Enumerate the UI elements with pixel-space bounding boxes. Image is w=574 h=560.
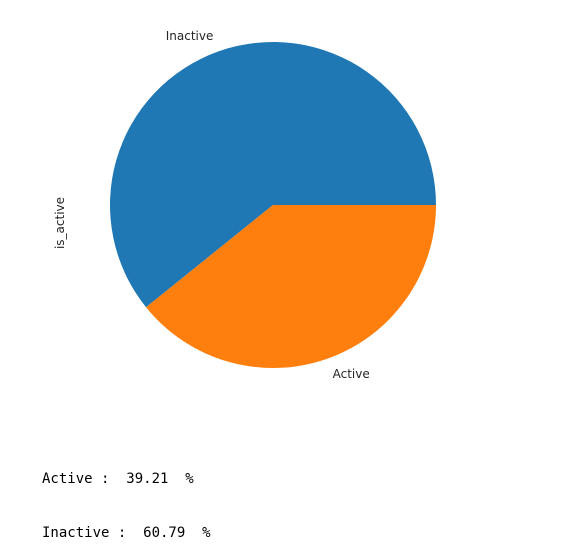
output-line-active: Active : 39.21 %: [42, 471, 194, 487]
slice-label-inactive: Inactive: [166, 29, 214, 43]
pie-slice-inactive: [109, 41, 437, 308]
pie-slice-active: [146, 205, 436, 368]
output-line-inactive: Inactive : 60.79 %: [42, 525, 211, 541]
pie-slice-labels: Inactive Active: [166, 29, 370, 381]
cell-output: Active : 39.21 % Inactive : 60.79 %: [42, 434, 211, 560]
pie-chart: Inactive Active is_active: [53, 29, 437, 381]
pie-slices: [109, 41, 437, 368]
y-axis-label: is_active: [53, 197, 67, 249]
slice-label-active: Active: [333, 367, 370, 381]
